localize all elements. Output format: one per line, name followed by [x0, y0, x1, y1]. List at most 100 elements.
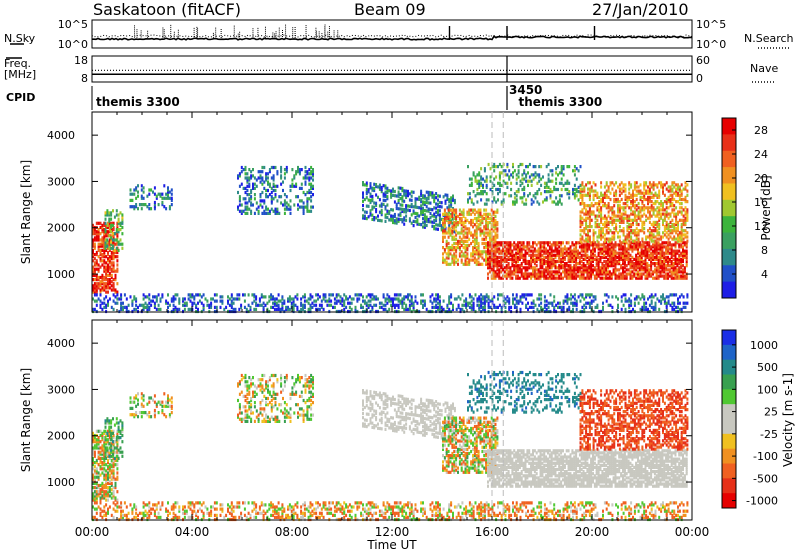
power-cell	[427, 195, 430, 199]
power-cell	[593, 253, 596, 257]
power-cell	[283, 203, 286, 207]
power-cell	[637, 247, 639, 251]
power-cell	[110, 284, 113, 288]
power-cell	[108, 282, 111, 286]
power-cell	[543, 198, 546, 202]
power-cell	[513, 241, 516, 245]
power-cell	[425, 201, 428, 205]
power-cell	[238, 307, 241, 311]
power-cell	[104, 213, 107, 217]
power-cell	[588, 210, 591, 214]
power-cell	[588, 268, 591, 272]
power-cell	[470, 200, 473, 204]
power-cell	[485, 260, 488, 264]
power-cell	[539, 255, 542, 259]
power-cell	[648, 255, 651, 259]
power-cell	[263, 165, 266, 170]
power-cell	[382, 192, 385, 196]
power-cell	[657, 268, 660, 272]
power-cell	[646, 268, 649, 272]
power-cell	[250, 201, 253, 205]
power-cell	[587, 229, 589, 233]
power-cell	[563, 272, 566, 276]
power-cell	[170, 297, 173, 301]
power-cell	[592, 245, 594, 249]
power-cell	[405, 210, 408, 214]
power-cell	[348, 301, 351, 305]
power-cell	[684, 222, 687, 227]
power-cell	[472, 305, 475, 309]
power-cell	[285, 165, 288, 170]
power-cell	[251, 301, 254, 305]
power-cell	[490, 218, 493, 223]
power-cell	[210, 303, 213, 307]
power-cell	[410, 205, 413, 209]
power-cell	[640, 249, 643, 253]
power-cell	[347, 297, 349, 301]
power-cell	[191, 295, 194, 299]
power-cell	[397, 200, 400, 205]
power-cell	[515, 243, 518, 247]
power-cell	[611, 187, 614, 191]
power-cell	[635, 259, 638, 264]
power-cell	[380, 208, 383, 212]
power-cell	[283, 301, 286, 305]
power-cell	[543, 181, 546, 185]
power-cell	[524, 249, 527, 253]
power-cell	[569, 253, 572, 257]
power-cell	[295, 195, 298, 199]
power-cell	[347, 301, 349, 305]
power-cell	[378, 301, 381, 305]
power-cell	[253, 193, 256, 197]
power-cell	[172, 297, 175, 301]
power-cell	[363, 301, 366, 305]
power-cell	[99, 305, 102, 309]
power-cell	[633, 231, 636, 235]
power-cell	[588, 204, 591, 208]
power-cell	[579, 233, 582, 237]
power-cell	[373, 186, 376, 190]
power-cell	[642, 266, 645, 270]
power-cell	[597, 266, 600, 270]
power-cell	[496, 266, 499, 270]
power-cell	[425, 209, 428, 213]
power-cell	[405, 208, 408, 212]
power-cell	[103, 267, 106, 271]
power-cell	[610, 257, 613, 261]
power-cell	[656, 222, 659, 227]
power-cell	[558, 200, 561, 204]
power-cell	[620, 220, 623, 224]
power-cell	[539, 251, 542, 255]
power-cell	[595, 262, 598, 266]
power-cell	[579, 220, 582, 224]
power-cell	[581, 189, 584, 193]
power-cell	[607, 247, 609, 251]
power-cell	[308, 178, 311, 182]
power-cell	[562, 276, 564, 280]
power-cell	[582, 262, 585, 266]
power-cell	[157, 293, 160, 297]
power-cell	[503, 274, 506, 278]
power-cell	[612, 243, 615, 247]
power-cell	[155, 295, 158, 299]
power-cell	[452, 307, 454, 311]
power-cell	[118, 297, 121, 301]
power-cell	[607, 253, 609, 257]
power-cell	[380, 301, 383, 305]
power-cell	[112, 234, 115, 238]
power-cell	[462, 235, 465, 239]
power-cell	[535, 255, 538, 259]
power-cell	[108, 219, 111, 223]
power-cell	[522, 247, 525, 251]
power-cell	[142, 196, 145, 200]
power-cell	[547, 177, 550, 181]
power-cell	[473, 223, 476, 227]
power-cell	[587, 181, 589, 185]
power-cell	[399, 186, 402, 190]
power-cell	[131, 301, 134, 305]
power-cell	[545, 190, 548, 194]
power-cell	[660, 212, 663, 216]
power-cell	[473, 237, 476, 241]
power-cell	[365, 192, 368, 196]
power-cell	[107, 221, 109, 225]
